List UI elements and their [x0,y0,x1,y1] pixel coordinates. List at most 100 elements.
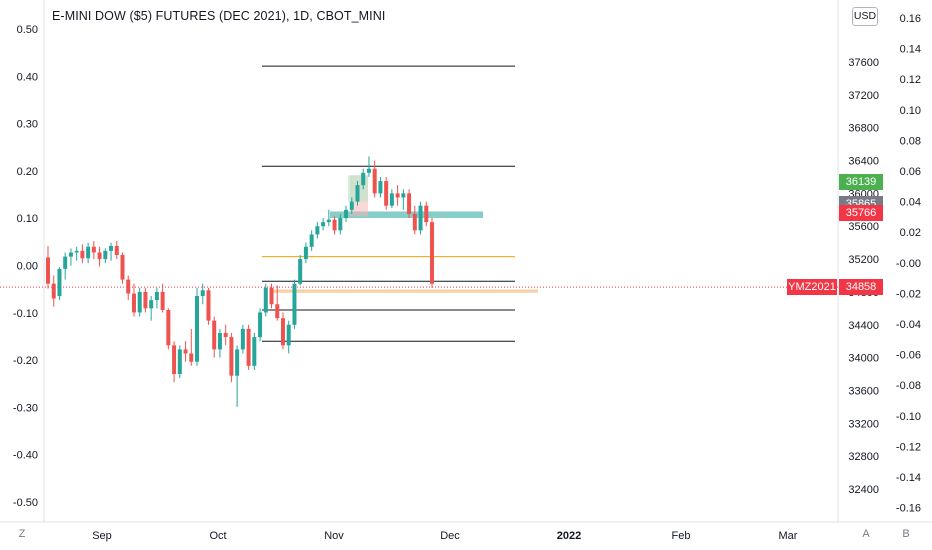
currency-button[interactable]: USD [852,7,878,26]
auto-mode-button[interactable]: A [862,528,870,540]
left-axis-tick-label: 0.20 [17,166,38,178]
candle-body [200,290,205,297]
candle-body [366,168,371,173]
price-axis-tick-label: 37600 [848,57,879,69]
right-axis-tick-label: -0.10 [896,411,921,423]
candle-body [286,324,291,346]
symbol-tag: YMZ2021 [787,279,837,296]
auto-scale-button[interactable]: Z [18,528,26,540]
right-axis-tick-label: -0.00 [896,258,921,270]
right-axis-tick-label: 0.14 [900,44,921,56]
candle-body [384,181,389,206]
candle-body [51,283,56,299]
candle-body [86,246,91,259]
right-axis-tick-label: -0.14 [896,472,921,484]
price-axis-tick-label: 32400 [848,484,879,496]
right-axis-tick-label: 0.08 [900,135,921,147]
candle-body [114,245,119,255]
candle-body [80,250,85,259]
candle-body [212,320,217,350]
right-axis-tick-label: 0.06 [900,166,921,178]
candle-body [172,345,177,375]
left-axis-tick-label: 0.30 [17,119,38,131]
price-axis-tick-label: 35600 [848,221,879,233]
price-axis-tick-label: 32800 [848,451,879,463]
candle-body [389,193,394,206]
log-mode-button[interactable]: B [902,528,910,540]
candle-body [217,332,222,350]
price-tag-low: 35766 [839,204,883,221]
candle-body [344,209,349,219]
candle-body [269,287,274,305]
candle-body [292,283,297,325]
right-axis-tick-label: 0.02 [900,227,921,239]
time-axis-label: Dec [440,530,460,542]
time-axis-label: Nov [324,530,344,542]
left-axis-tick-label: 0.40 [17,71,38,83]
price-axis-tick-label: 34400 [848,320,879,332]
right-axis-tick-label: -0.02 [896,288,921,300]
candle-body [229,337,234,376]
candle-body [183,349,188,354]
candle-body [303,246,308,260]
time-axis-label: Feb [672,530,691,542]
time-axis-label: Mar [779,530,798,542]
candle-body [131,293,136,313]
candle-body [395,193,400,198]
right-axis-tick-label: 0.10 [900,105,921,117]
candle-body [430,222,434,284]
candle-body [149,300,154,309]
price-tag-high: 36139 [839,173,883,190]
right-axis-tick-label: 0.16 [900,13,921,25]
candle-body [103,250,108,260]
price-axis-tick-label: 33200 [848,418,879,430]
candle-body [166,309,171,346]
left-axis-tick-label: -0.40 [13,450,38,462]
right-axis-tick-label: 0.04 [900,197,921,209]
candle-body [126,279,131,294]
right-axis-tick-label: 0.12 [900,74,921,86]
left-axis-tick-label: -0.20 [13,355,38,367]
candle-body [189,353,194,362]
candle-body [206,290,211,321]
price-axis-tick-label: 36800 [848,123,879,135]
candle-body [143,291,148,309]
candle-body [401,193,406,198]
candle-body [424,205,429,223]
level-zone [270,289,538,293]
candle-body [74,250,79,253]
price-axis-tick-label: 36400 [848,156,879,168]
candle-body [120,254,125,280]
right-axis-tick-label: -0.06 [896,350,921,362]
candle-body [407,193,412,214]
candle-body [332,219,337,231]
left-axis-tick-label: 0.00 [17,261,38,273]
candle-body [309,234,314,247]
candle-body [338,218,343,231]
candle-body [223,332,228,338]
candle-body [57,268,62,297]
candle-body [361,172,366,186]
right-axis-tick-label: -0.12 [896,441,921,453]
candle-body [280,318,285,346]
candle-body [46,257,50,284]
price-axis-tick-label: 35200 [848,254,879,266]
candle-body [97,252,102,260]
candle-body [263,287,268,313]
candle-body [418,205,423,231]
last-price-tag: 34858 [839,279,883,296]
candle-body [137,291,142,313]
left-axis-tick-label: 0.10 [17,213,38,225]
price-axis-tick-label: 34000 [848,353,879,365]
candle-body [160,291,165,310]
left-axis-tick-label: -0.50 [13,497,38,509]
candle-body [177,349,182,375]
candle-body [154,291,159,301]
candle-body [235,349,240,376]
right-axis-tick-label: -0.16 [896,503,921,515]
level-zone [330,211,483,219]
candle-body [372,168,377,194]
time-axis-label: Sep [92,530,112,542]
candle-body [252,337,257,366]
